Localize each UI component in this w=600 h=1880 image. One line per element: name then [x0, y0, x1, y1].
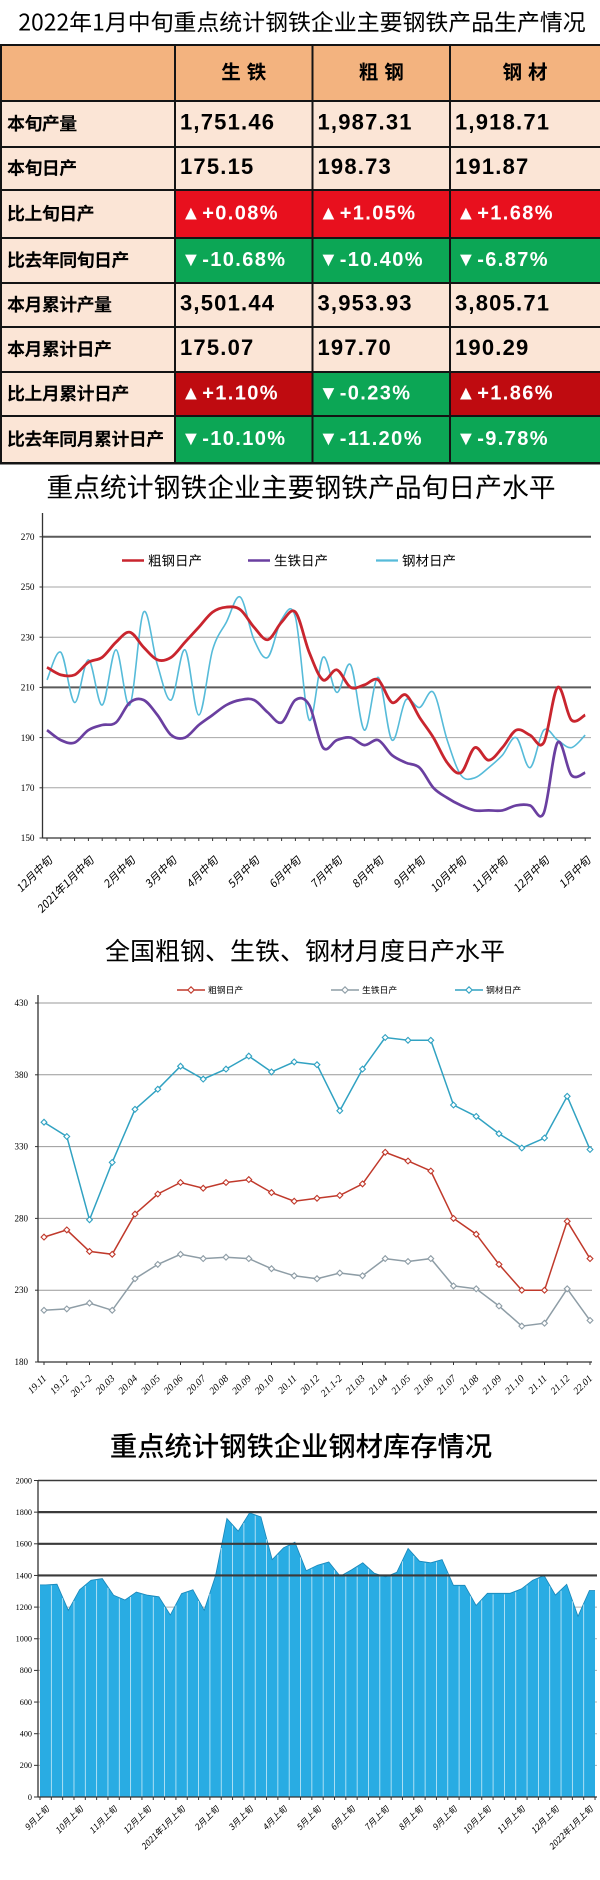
svg-text:175.07: 175.07 [180, 335, 255, 360]
svg-text:3,953.93: 3,953.93 [318, 291, 413, 316]
svg-text:▼-10.10%: ▼-10.10% [181, 428, 287, 450]
svg-text:3,805.71: 3,805.71 [455, 291, 550, 316]
svg-text:600: 600 [20, 1698, 32, 1707]
svg-text:197.70: 197.70 [318, 335, 393, 360]
svg-text:150: 150 [21, 833, 35, 843]
svg-text:430: 430 [15, 998, 29, 1008]
svg-text:190.29: 190.29 [455, 335, 530, 360]
svg-text:380: 380 [15, 1070, 29, 1080]
svg-text:▲+1.10%: ▲+1.10% [181, 383, 279, 405]
svg-text:▲+1.05%: ▲+1.05% [319, 203, 417, 225]
svg-text:1,918.71: 1,918.71 [455, 110, 550, 135]
svg-text:230: 230 [21, 632, 35, 642]
svg-text:1400: 1400 [16, 1571, 32, 1580]
svg-text:▼-10.40%: ▼-10.40% [319, 249, 425, 271]
svg-text:3,501.44: 3,501.44 [180, 291, 275, 316]
svg-text:1600: 1600 [16, 1540, 32, 1549]
svg-text:▼-10.68%: ▼-10.68% [181, 249, 287, 271]
svg-text:230: 230 [15, 1285, 29, 1295]
svg-text:▲+0.08%: ▲+0.08% [181, 203, 279, 225]
svg-text:330: 330 [15, 1142, 29, 1152]
svg-text:▲+1.68%: ▲+1.68% [456, 203, 554, 225]
svg-text:▼-11.20%: ▼-11.20% [319, 428, 423, 450]
svg-text:▼-0.23%: ▼-0.23% [319, 383, 412, 405]
svg-text:▼-6.87%: ▼-6.87% [456, 249, 549, 271]
svg-text:210: 210 [21, 683, 35, 693]
svg-text:0: 0 [28, 1793, 32, 1802]
svg-text:200: 200 [20, 1761, 32, 1770]
svg-text:280: 280 [15, 1213, 29, 1223]
svg-text:800: 800 [20, 1666, 32, 1675]
svg-text:180: 180 [15, 1357, 29, 1367]
svg-text:270: 270 [21, 532, 35, 542]
svg-text:▼-9.78%: ▼-9.78% [456, 428, 549, 450]
svg-text:1800: 1800 [16, 1508, 32, 1517]
svg-text:198.73: 198.73 [318, 154, 393, 179]
svg-text:▲+1.86%: ▲+1.86% [456, 383, 554, 405]
svg-text:175.15: 175.15 [180, 154, 255, 179]
svg-text:190: 190 [21, 733, 35, 743]
svg-text:1200: 1200 [16, 1603, 32, 1612]
svg-text:191.87: 191.87 [455, 154, 530, 179]
svg-text:170: 170 [21, 783, 35, 793]
svg-text:1000: 1000 [16, 1635, 32, 1644]
svg-text:1,751.46: 1,751.46 [180, 110, 275, 135]
svg-text:250: 250 [21, 582, 35, 592]
svg-text:1,987.31: 1,987.31 [318, 110, 413, 135]
svg-text:400: 400 [20, 1730, 32, 1739]
svg-text:2000: 2000 [16, 1476, 32, 1485]
